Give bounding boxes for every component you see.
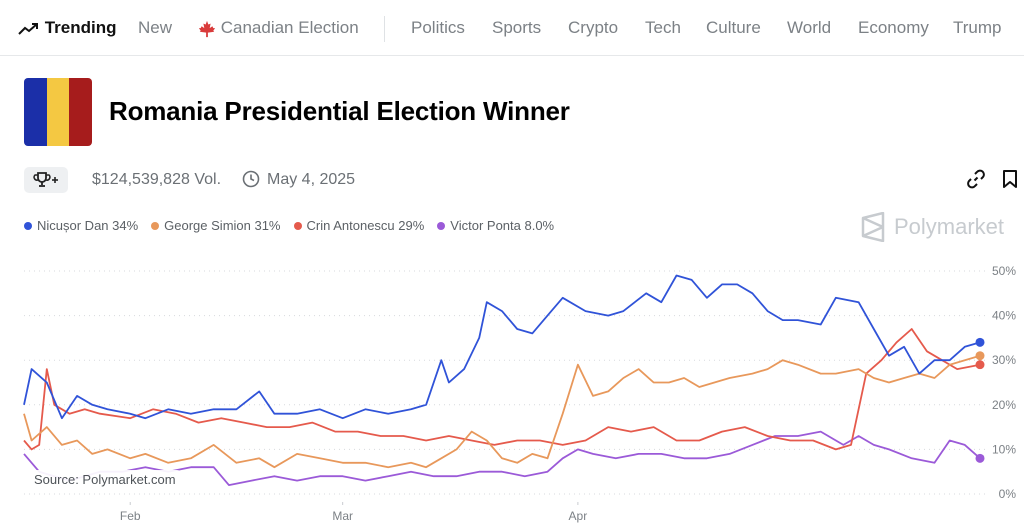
legend-label: George Simion 31% — [164, 218, 281, 233]
legend-label: Nicușor Dan 34% — [37, 218, 139, 233]
nav-sports-label: Sports — [492, 18, 542, 37]
nav-sports[interactable]: Sports — [492, 18, 541, 38]
chart-legend: Nicușor Dan 34% George Simion 31% Crin A… — [24, 218, 567, 233]
trending-icon — [18, 22, 38, 35]
nav-economy[interactable]: Economy — [858, 18, 929, 38]
nav-trump-label: Trump — [953, 18, 1002, 37]
x-tick-label: Feb — [120, 509, 141, 523]
maple-leaf-icon — [198, 20, 216, 37]
link-icon[interactable] — [966, 169, 986, 189]
clock-icon — [242, 170, 260, 188]
market-end-date: May 4, 2025 — [267, 171, 356, 188]
x-tick-label: Apr — [569, 509, 588, 523]
y-tick-label: 30% — [992, 353, 1016, 367]
nav-tech-label: Tech — [645, 18, 681, 37]
romania-flag-icon — [24, 78, 92, 146]
y-tick-label: 20% — [992, 398, 1016, 412]
legend-item-simion[interactable]: George Simion 31% — [151, 218, 281, 233]
legend-dot — [293, 221, 302, 230]
top-nav: Trending New Canadian Election Politics … — [0, 0, 1024, 56]
nav-world[interactable]: World — [787, 18, 831, 38]
series-end-marker — [975, 360, 985, 370]
nav-crypto-label: Crypto — [568, 18, 619, 37]
market-title: Romania Presidential Election Winner — [109, 96, 570, 126]
nav-new[interactable]: New — [138, 18, 172, 38]
price-history-chart[interactable]: 0% 10% 20% 30% 40% 50% Feb Mar Apr — [0, 250, 1024, 531]
y-tick-label: 10% — [992, 442, 1016, 456]
nav-culture[interactable]: Culture — [706, 18, 761, 38]
legend-dot — [437, 221, 446, 230]
y-tick-label: 50% — [992, 264, 1016, 278]
flag-stripe-red — [69, 78, 92, 146]
legend-item-dan[interactable]: Nicușor Dan 34% — [24, 218, 138, 233]
series-end-marker — [975, 351, 985, 361]
legend-label: Crin Antonescu 29% — [306, 218, 425, 233]
nav-divider — [384, 16, 385, 42]
trophy-button[interactable] — [24, 167, 68, 193]
legend-dot — [24, 221, 32, 230]
series-line — [23, 328, 981, 451]
y-tick-label: 40% — [992, 309, 1016, 323]
legend-dot — [151, 221, 160, 230]
flag-stripe-blue — [24, 78, 47, 146]
series-line — [23, 354, 981, 469]
nav-canadian-election-label: Canadian Election — [220, 18, 359, 37]
chart-source: Source: Polymarket.com — [29, 470, 181, 489]
flag-stripe-yellow — [46, 78, 70, 146]
series-line — [23, 274, 981, 420]
nav-trump[interactable]: Trump — [953, 18, 1002, 38]
polymarket-watermark: Polymarket — [860, 212, 1004, 242]
legend-item-antonescu[interactable]: Crin Antonescu 29% — [293, 218, 425, 233]
nav-world-label: World — [787, 18, 832, 37]
nav-politics[interactable]: Politics — [411, 18, 465, 38]
nav-politics-label: Politics — [411, 18, 465, 37]
y-tick-label: 0% — [999, 487, 1017, 501]
nav-trending-label: Trending — [44, 18, 117, 37]
legend-label: Victor Ponta 8.0% — [450, 218, 555, 233]
polymarket-logo-icon — [861, 212, 885, 242]
nav-new-label: New — [138, 18, 173, 37]
trophy-icon — [33, 172, 58, 187]
bookmark-icon[interactable] — [1002, 169, 1018, 189]
nav-canadian-election[interactable]: Canadian Election — [198, 18, 359, 38]
legend-item-ponta[interactable]: Victor Ponta 8.0% — [437, 218, 554, 233]
nav-crypto[interactable]: Crypto — [568, 18, 618, 38]
x-tick-label: Mar — [332, 509, 353, 523]
series-end-marker — [975, 453, 985, 463]
nav-trending[interactable]: Trending — [18, 18, 117, 38]
market-volume: $124,539,828 Vol. — [92, 171, 222, 188]
nav-economy-label: Economy — [858, 18, 929, 37]
watermark-text: Polymarket — [894, 214, 1005, 239]
nav-culture-label: Culture — [706, 18, 761, 37]
nav-tech[interactable]: Tech — [645, 18, 681, 38]
series-end-marker — [975, 337, 985, 347]
